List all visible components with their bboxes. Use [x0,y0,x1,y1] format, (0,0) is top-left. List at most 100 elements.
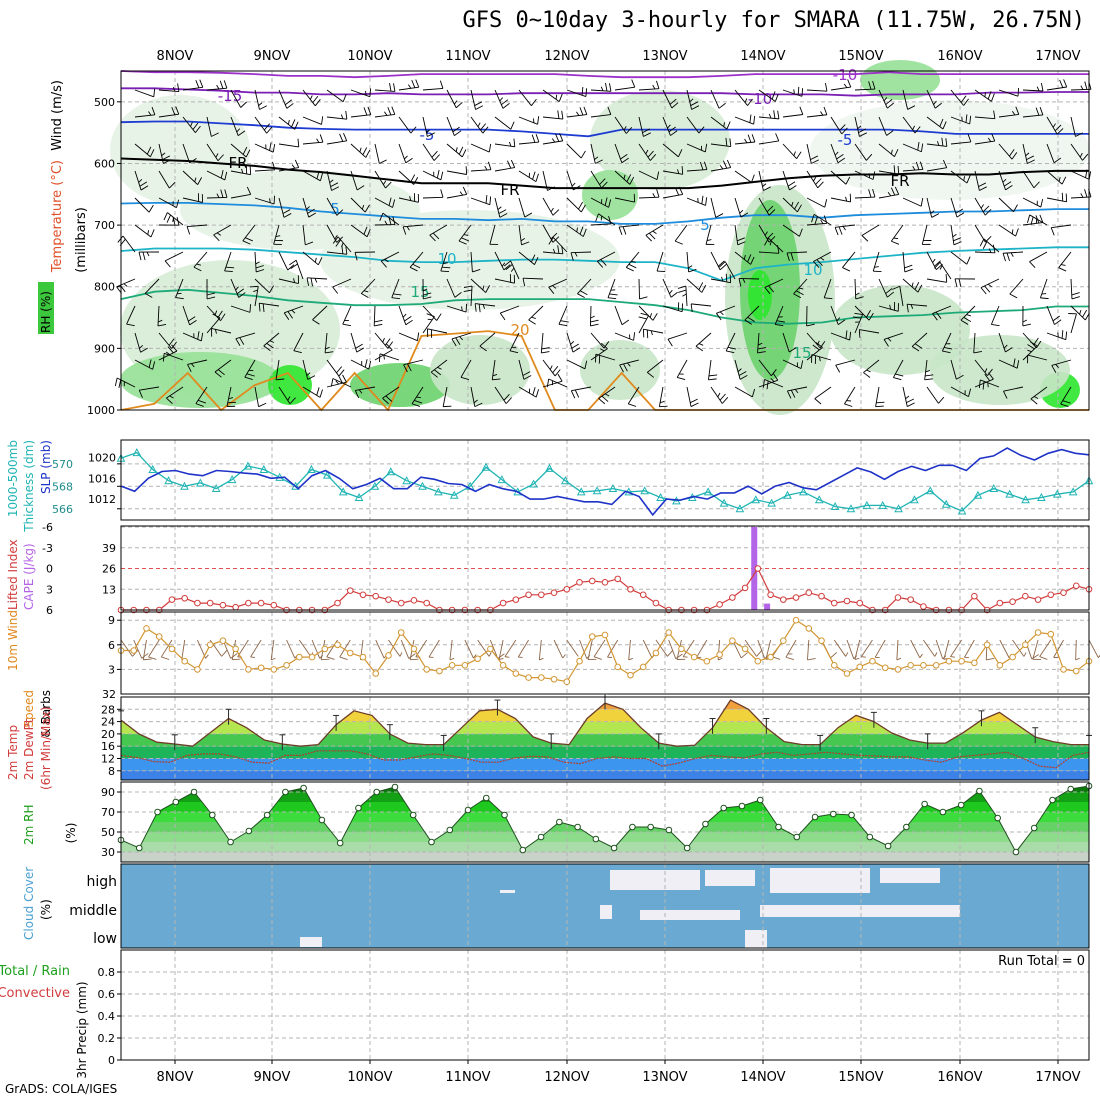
wind-speed-marker [194,666,201,673]
wind-barb [230,278,246,298]
wind-barb [446,116,462,136]
wind-barb [875,386,885,408]
lifted-index-marker [741,584,749,592]
clear-sky [640,910,740,920]
wind-barb [590,143,603,164]
wind-barb [950,251,971,265]
wind-barb [489,224,499,245]
wind-barb [330,378,352,388]
wind-barb [830,170,851,185]
wind-barb [158,332,177,349]
wind-barb [1070,116,1083,137]
wind-barb [590,332,610,349]
wind-barb [806,342,823,361]
x-tick-bottom: 12NOV [544,1070,589,1085]
ylabel-temp: 2m Temp [6,725,20,780]
wind-barb [206,170,228,181]
wind-barb [350,359,372,370]
isotherm--15 [120,70,1089,79]
wind-barb [926,251,943,271]
wind-barb [830,330,852,341]
wind-barb [1046,330,1068,341]
wind-barb [230,186,252,199]
ylabel-temperature: Temperature (°C) [50,160,65,273]
wind-barb [470,195,492,206]
wind-barb [326,245,348,255]
wind-barb [542,170,556,191]
wind-barb [924,359,934,381]
wind-barb [470,116,489,134]
lifted-index-marker [729,594,736,601]
sfc-wind-barb [504,639,517,658]
wind-barb [494,274,516,284]
li-tick: 6 [46,604,53,617]
wind-speed-marker [856,663,864,671]
lifted-index-marker [818,592,825,600]
lifted-index-marker [1072,582,1080,590]
wind-barb [595,213,616,226]
thickness-marker [370,481,380,490]
sfc-wind-barb [579,639,591,659]
rh-contour [268,365,312,405]
rh-marker [355,804,362,812]
wind-barb [823,278,833,300]
thickness-marker [656,492,665,502]
wind-barb [878,165,900,175]
lifted-index-marker [550,589,558,597]
wind-barb [686,161,708,172]
wind-barb [326,359,345,377]
wind-barb [206,313,221,334]
wind-barb [134,197,154,213]
wind-barb [686,251,697,273]
wind-barb [1026,214,1048,226]
wind-barb [811,213,832,226]
wind-barb [451,332,472,347]
wind-barb [254,386,267,408]
contour-label: -15 [218,87,243,105]
wind-speed-marker [780,637,787,645]
y-tick-label: 90 [101,786,115,799]
wind-barb [566,143,586,159]
rh-band [121,852,1089,862]
wind-barb [902,251,913,273]
wind-barb [764,278,784,295]
wind-speed-marker [538,674,545,681]
wind-barb [158,197,180,209]
wind-barb [782,224,803,237]
thickness-marker [814,495,824,504]
thickness-marker [354,492,364,502]
y-tick-label: 70 [101,806,115,819]
rh-marker [391,783,399,791]
wind-barb [662,278,678,298]
wind-barb [273,224,283,245]
wind-barb [503,260,520,280]
clear-sky [500,890,515,893]
wind-speed-marker [741,645,749,653]
wind-barb [718,261,736,280]
wind-speed-marker [410,645,418,653]
wind-barb [422,278,432,300]
wind-barb [518,197,533,218]
sfc-wind-barb [142,639,152,661]
wind-barb [289,259,304,280]
wind-speed-marker [1034,629,1042,636]
wind-barb [254,195,276,205]
thickness-marker [449,490,459,499]
isotherm-5 [120,202,1089,225]
lifted-cape-frame [120,525,1090,611]
wind-barb [619,359,640,373]
thickness-marker [751,495,761,504]
rh-frame [120,781,1090,863]
wind-barb [878,89,895,109]
wind-barb [974,170,987,191]
wind-barb [350,106,372,118]
y-tick-label: 20 [101,728,115,741]
wind-barb [350,88,372,98]
thickness-marker [846,504,856,513]
wind-barb [254,116,273,134]
wind-barb [1050,224,1072,236]
contour-label: 20 [510,321,529,339]
wind-barb [744,305,760,325]
clear-sky [600,905,612,919]
wind-speed-marker [920,662,927,669]
